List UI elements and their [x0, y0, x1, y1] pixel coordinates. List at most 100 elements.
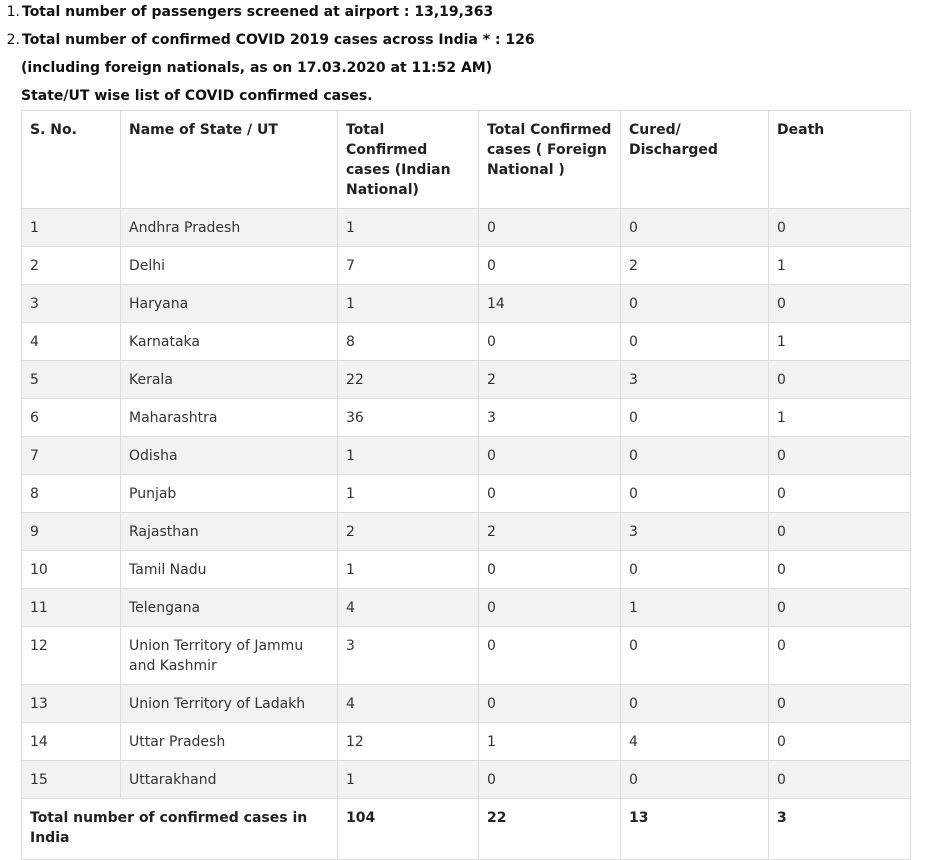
cell-serial-number: 11: [21, 588, 121, 627]
table-row: 3 Haryana 1 14 0 0: [21, 284, 911, 323]
cell-cured-discharged: 0: [620, 760, 769, 799]
cell-serial-number: 5: [21, 360, 121, 399]
cell-state-name: Tamil Nadu: [120, 550, 338, 589]
cell-death: 0: [768, 760, 911, 799]
table-row: 7 Odisha 1 0 0 0: [21, 436, 911, 475]
cell-indian-national: 1: [337, 760, 479, 799]
table-row: 15 Uttarakhand 1 0 0 0: [21, 760, 911, 799]
total-death: 3: [768, 798, 911, 860]
table-row: 2 Delhi 7 0 2 1: [21, 246, 911, 285]
cell-foreign-national: 0: [478, 436, 621, 475]
cell-death: 0: [768, 512, 911, 551]
cell-indian-national: 22: [337, 360, 479, 399]
cell-cured-discharged: 0: [620, 550, 769, 589]
table-row: 13 Union Territory of Ladakh 4 0 0 0: [21, 684, 911, 723]
table-row: 12 Union Territory of Jammu and Kashmir 3 0…: [21, 626, 911, 685]
table-row: 6 Maharashtra 36 3 0 1: [21, 398, 911, 437]
cell-foreign-national: 0: [478, 760, 621, 799]
table-row: 4 Karnataka 8 0 0 1: [21, 322, 911, 361]
cell-indian-national: 4: [337, 588, 479, 627]
table-row: 8 Punjab 1 0 0 0: [21, 474, 911, 513]
total-foreign-national: 22: [478, 798, 621, 860]
cell-serial-number: 9: [21, 512, 121, 551]
cell-death: 0: [768, 684, 911, 723]
total-indian-national: 104: [337, 798, 479, 860]
cell-death: 1: [768, 246, 911, 285]
cell-death: 0: [768, 722, 911, 761]
cell-indian-national: 36: [337, 398, 479, 437]
cell-serial-number: 8: [21, 474, 121, 513]
cell-death: 1: [768, 322, 911, 361]
cell-foreign-national: 2: [478, 360, 621, 399]
header-foreign-national: Total Confirmed cases ( Foreign National…: [478, 110, 621, 209]
cell-indian-national: 8: [337, 322, 479, 361]
cell-foreign-national: 0: [478, 588, 621, 627]
cell-death: 0: [768, 208, 911, 247]
cell-death: 0: [768, 588, 911, 627]
cell-serial-number: 7: [21, 436, 121, 475]
cell-cured-discharged: 1: [620, 588, 769, 627]
table-total-row: Total number of confirmed cases in India…: [21, 798, 911, 860]
cell-state-name: Maharashtra: [120, 398, 338, 437]
cell-indian-national: 3: [337, 626, 479, 685]
cell-serial-number: 4: [21, 322, 121, 361]
cell-indian-national: 1: [337, 474, 479, 513]
cell-death: 0: [768, 474, 911, 513]
cell-foreign-national: 14: [478, 284, 621, 323]
cell-state-name: Punjab: [120, 474, 338, 513]
cell-cured-discharged: 0: [620, 284, 769, 323]
table-row: 1 Andhra Pradesh 1 0 0 0: [21, 208, 911, 247]
table-row: 10 Tamil Nadu 1 0 0 0: [21, 550, 911, 589]
header-serial-number: S. No.: [21, 110, 121, 209]
cell-serial-number: 13: [21, 684, 121, 723]
cell-foreign-national: 3: [478, 398, 621, 437]
cell-death: 1: [768, 398, 911, 437]
cell-death: 0: [768, 626, 911, 685]
cell-indian-national: 1: [337, 436, 479, 475]
cell-indian-national: 1: [337, 284, 479, 323]
header-death: Death: [768, 110, 911, 209]
cell-cured-discharged: 3: [620, 512, 769, 551]
cell-indian-national: 12: [337, 722, 479, 761]
cell-cured-discharged: 0: [620, 436, 769, 475]
cell-indian-national: 4: [337, 684, 479, 723]
list-number: 2.: [6, 32, 20, 48]
cell-cured-discharged: 3: [620, 360, 769, 399]
table-caption: State/UT wise list of COVID confirmed ca…: [21, 88, 373, 104]
table-row: 5 Kerala 22 2 3 0: [21, 360, 911, 399]
list-number: 1.: [6, 4, 20, 20]
cell-serial-number: 1: [21, 208, 121, 247]
cell-state-name: Kerala: [120, 360, 338, 399]
cell-serial-number: 12: [21, 626, 121, 685]
cell-serial-number: 6: [21, 398, 121, 437]
cell-state-name: Haryana: [120, 284, 338, 323]
cell-death: 0: [768, 284, 911, 323]
cell-cured-discharged: 4: [620, 722, 769, 761]
cell-state-name: Rajasthan: [120, 512, 338, 551]
table-row: 9 Rajasthan 2 2 3 0: [21, 512, 911, 551]
table-row: 14 Uttar Pradesh 12 1 4 0: [21, 722, 911, 761]
cell-state-name: Karnataka: [120, 322, 338, 361]
cell-serial-number: 15: [21, 760, 121, 799]
cell-cured-discharged: 2: [620, 246, 769, 285]
cell-serial-number: 10: [21, 550, 121, 589]
cell-cured-discharged: 0: [620, 398, 769, 437]
cell-foreign-national: 2: [478, 512, 621, 551]
cell-state-name: Delhi: [120, 246, 338, 285]
cell-indian-national: 7: [337, 246, 479, 285]
cell-foreign-national: 0: [478, 550, 621, 589]
table-row: 11 Telengana 4 0 1 0: [21, 588, 911, 627]
summary-item-passengers: 1. Total number of passengers screened at…: [0, 1, 494, 23]
cell-foreign-national: 0: [478, 626, 621, 685]
cell-state-name: Union Territory of Jammu and Kashmir: [120, 626, 338, 685]
confirmed-cases-note: (including foreign nationals, as on 17.0…: [21, 60, 493, 76]
cell-state-name: Odisha: [120, 436, 338, 475]
cell-foreign-national: 0: [478, 474, 621, 513]
cell-foreign-national: 0: [478, 684, 621, 723]
cell-state-name: Telengana: [120, 588, 338, 627]
cell-cured-discharged: 0: [620, 684, 769, 723]
cell-serial-number: 14: [21, 722, 121, 761]
cell-indian-national: 2: [337, 512, 479, 551]
summary-item-confirmed: 2. Total number of confirmed COVID 2019 c…: [0, 29, 535, 51]
cell-foreign-national: 0: [478, 322, 621, 361]
